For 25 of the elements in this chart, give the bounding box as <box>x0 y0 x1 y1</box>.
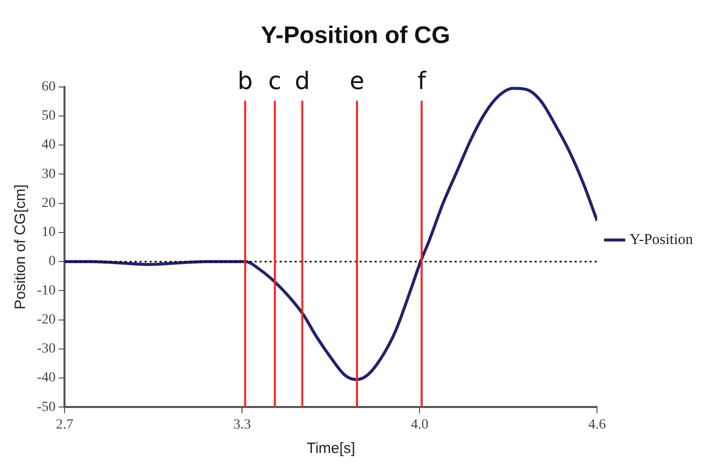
legend-label: Y-Position <box>630 232 694 248</box>
ref-line-label: c <box>268 67 282 96</box>
y-tick-label: -10 <box>36 283 56 298</box>
y-tick-label: 20 <box>42 196 56 211</box>
y-tick-label: -20 <box>36 312 56 328</box>
y-tick-label: 0 <box>48 254 56 270</box>
y-tick-label: 30 <box>42 166 56 182</box>
x-tick-label: 4.0 <box>410 417 428 432</box>
y-axis-title: Position of CG[cm] <box>12 184 30 310</box>
y-tick-label: -50 <box>36 400 56 415</box>
y-tick-label: 40 <box>42 138 56 153</box>
y-tick-label: 60 <box>42 79 56 94</box>
ref-line-label: d <box>294 67 310 96</box>
y-tick-label: 10 <box>42 225 56 240</box>
ref-line-label: b <box>238 67 253 96</box>
y-tick-label: 50 <box>42 108 56 124</box>
ref-line-label: e <box>350 67 364 96</box>
y-tick-label: -30 <box>36 342 56 357</box>
y-tick-label: -40 <box>36 370 56 386</box>
ref-line-label: f <box>417 67 426 96</box>
chart-title: Y-Position of CG <box>260 22 450 50</box>
x-tick-label: 4.6 <box>588 417 606 432</box>
x-tick-label: 2.7 <box>56 417 74 432</box>
x-axis-title: Time[s] <box>306 440 356 458</box>
x-tick-label: 3.3 <box>233 417 251 432</box>
